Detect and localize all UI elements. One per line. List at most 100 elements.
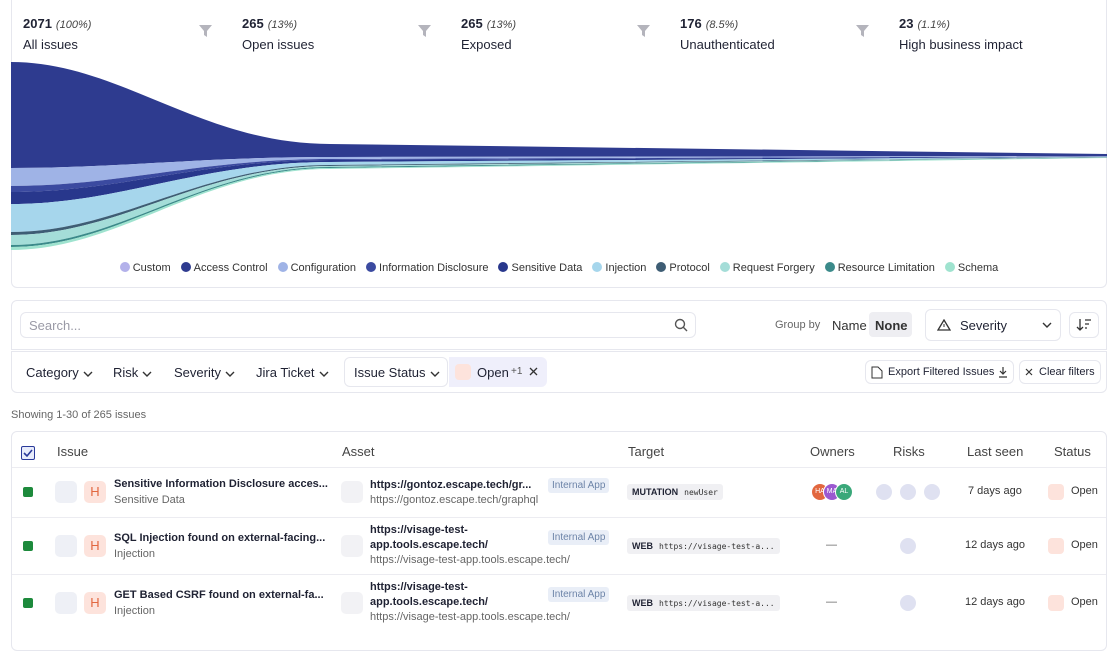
issue-category: Injection	[114, 604, 155, 617]
status-icon	[1048, 594, 1064, 611]
target-pill: MUTATION newUser	[627, 484, 723, 500]
severity-icon	[937, 319, 951, 331]
status-icon	[1048, 537, 1064, 554]
results-summary: Showing 1-30 of 265 issues	[11, 409, 147, 421]
target-type: MUTATION	[632, 487, 679, 497]
filter-bar	[11, 351, 1107, 393]
funnel-stage[interactable]: 23 (1.1%) High business impact	[899, 15, 1023, 52]
asset-url: https://visage-test-app.tools.escape.tec…	[370, 554, 570, 566]
last-seen: 12 days ago	[965, 538, 1025, 551]
legend-swatch	[656, 262, 667, 272]
funnel-stage[interactable]: 176 (8.5%) Unauthenticated	[680, 15, 775, 52]
row-checkbox[interactable]	[23, 487, 33, 497]
stage-filter-icon[interactable]	[418, 25, 431, 37]
select-all-checkbox[interactable]	[21, 446, 35, 460]
filter-dropdown[interactable]: Risk	[113, 365, 152, 380]
stage-label: Exposed	[461, 37, 512, 52]
sort-icon	[1076, 319, 1091, 331]
issue-type-icon	[55, 591, 77, 614]
stage-percent: (13%)	[486, 19, 517, 31]
filter-dropdown[interactable]: Severity	[174, 365, 235, 380]
stage-filter-icon[interactable]	[856, 25, 869, 37]
stage-percent: (1.1%)	[917, 19, 950, 31]
asset-tag: Internal App	[548, 587, 610, 602]
status-label: Open	[1071, 595, 1098, 608]
issue-flow-chart	[11, 62, 1107, 250]
asset-url: https://gontoz.escape.tech/graphql	[370, 494, 539, 506]
legend-swatch	[944, 262, 955, 272]
group-option[interactable]: Name	[832, 318, 867, 333]
stage-label: All issues	[23, 37, 78, 52]
issue-type-icon	[55, 534, 77, 557]
risk-icon	[924, 484, 940, 500]
asset-name: https://gontoz.escape.tech/gr...	[370, 479, 532, 491]
owner-avatar: AL	[835, 483, 853, 501]
issue-title[interactable]: Sensitive Information Disclosure acces..…	[114, 478, 328, 490]
row-checkbox[interactable]	[23, 597, 33, 608]
open-status-icon	[455, 364, 471, 380]
issue-status-filter[interactable]	[344, 357, 448, 387]
issues-page: {"funnel":[ {"count":2071,"percent":"(10…	[11, 0, 1107, 651]
severity-badge: H	[84, 591, 106, 614]
asset-url: https://visage-test-app.tools.escape.tec…	[370, 611, 570, 623]
stage-count: 23	[899, 16, 914, 31]
last-seen: 12 days ago	[965, 595, 1025, 608]
filter-label: Category	[26, 365, 79, 380]
risk-icon	[876, 484, 892, 500]
target-value: https://visage-test-a...	[659, 598, 775, 608]
stage-label: High business impact	[899, 37, 1023, 52]
stage-filter-icon[interactable]	[199, 25, 212, 37]
target-type: WEB	[632, 540, 653, 551]
funnel-stage[interactable]: 2071 (100%) All issues	[23, 15, 91, 52]
clear-filters-button[interactable]	[1019, 360, 1101, 384]
asset-icon	[341, 534, 363, 557]
legend-label: Schema	[957, 262, 999, 274]
target-value: https://visage-test-a...	[659, 541, 775, 551]
legend-item: Custom	[119, 262, 171, 274]
stage-count: 265	[461, 16, 483, 31]
asset-icon	[341, 591, 363, 614]
clear-icon	[1025, 368, 1033, 376]
asset-icon	[341, 481, 363, 503]
sort-select[interactable]	[925, 309, 1061, 341]
row-checkbox[interactable]	[23, 540, 33, 551]
filter-dropdown[interactable]: Category	[26, 365, 93, 380]
column-header: Owners	[810, 444, 855, 459]
stage-filter-icon[interactable]	[637, 25, 650, 37]
active-filter-label: Open	[477, 365, 509, 380]
funnel-stage[interactable]: 265 (13%) Exposed	[461, 15, 516, 52]
legend-item: Schema	[944, 262, 999, 274]
group-option[interactable]: None	[875, 318, 908, 333]
row-divider	[12, 517, 1106, 518]
stage-label: Unauthenticated	[680, 37, 775, 52]
filter-dropdown[interactable]: Jira Ticket	[256, 365, 329, 380]
issue-title[interactable]: SQL Injection found on external-facing..…	[114, 531, 326, 544]
legend-swatch	[498, 262, 509, 272]
legend-label: Access Control	[193, 262, 268, 274]
risk-icon	[900, 594, 916, 611]
page: Issues html,body{margin:0;padding:0;} bo…	[11, 0, 1107, 651]
filter-label: Risk	[113, 365, 139, 380]
sort-direction-button[interactable]	[1069, 312, 1099, 338]
filter-dropdown[interactable]: Issue Status	[354, 365, 440, 380]
remove-filter[interactable]	[529, 367, 538, 376]
legend-swatch	[277, 262, 288, 272]
search-input[interactable]	[20, 312, 696, 338]
check-mark	[23, 449, 33, 458]
group-option-selected-bg	[869, 312, 912, 337]
export-button[interactable]	[865, 360, 1014, 384]
chevron	[319, 371, 329, 377]
chevron	[83, 371, 93, 377]
legend-label: Information Disclosure	[379, 262, 489, 274]
legend-label: Protocol	[669, 262, 710, 274]
row-divider	[12, 467, 1106, 468]
issue-category: Sensitive Data	[114, 494, 185, 506]
funnel-stage[interactable]: 265 (13%) Open issues	[242, 15, 314, 52]
column-header: Status	[1054, 444, 1091, 459]
legend-swatch	[180, 262, 191, 272]
column-header: Issue	[57, 444, 89, 459]
owner-empty: —	[826, 538, 837, 551]
legend-item: Resource Limitation	[824, 262, 935, 274]
status-icon	[1048, 484, 1064, 500]
issue-title[interactable]: GET Based CSRF found on external-fa...	[114, 588, 324, 601]
